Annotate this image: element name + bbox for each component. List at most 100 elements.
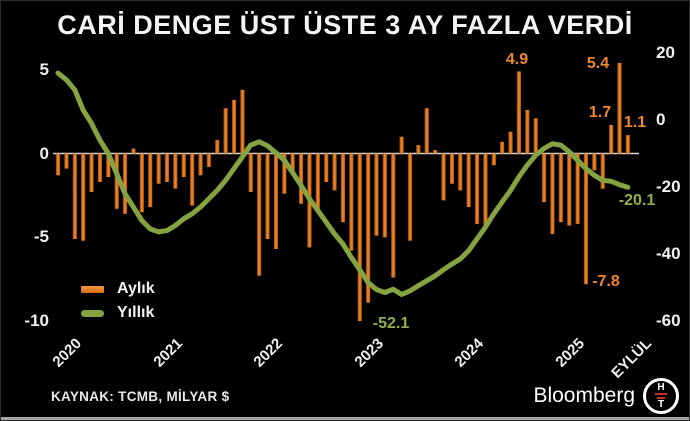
monthly-bar: [315, 153, 320, 213]
monthly-bar: [617, 63, 622, 154]
monthly-bar: [466, 153, 471, 208]
monthly-bar: [558, 153, 563, 223]
monthly-bar: [609, 125, 614, 154]
bloomberg-wordmark: Bloomberg: [533, 384, 635, 407]
monthly-bar: [433, 150, 438, 154]
monthly-bar: [223, 108, 228, 154]
value-annotation: 1.1: [623, 114, 647, 131]
monthly-bar: [55, 153, 61, 176]
legend-label-monthly: Aylık: [117, 280, 155, 297]
ht-monogram-icon: H T: [643, 378, 679, 414]
value-annotation: -52.1: [372, 315, 410, 332]
monthly-bar: [575, 153, 580, 224]
monthly-bar: [349, 153, 354, 251]
monthly-bar: [324, 153, 329, 182]
legend: Aylık Yıllık: [81, 277, 155, 325]
monthly-bar: [89, 153, 94, 192]
monthly-bar: [424, 108, 429, 154]
monthly-bar: [357, 153, 362, 322]
monthly-bar: [122, 153, 128, 214]
right-axis-tick: 0: [656, 110, 666, 129]
monthly-bar: [500, 141, 505, 154]
monthly-bar: [541, 153, 547, 203]
monthly-bar: [231, 99, 237, 154]
monthly-bar: [374, 153, 379, 236]
monthly-bar: [198, 153, 203, 176]
monthly-bar: [156, 153, 161, 184]
source-note: KAYNAK: TCMB, MİLYAR $: [51, 389, 230, 404]
monthly-bar: [97, 153, 102, 182]
monthly-bar: [332, 153, 337, 191]
monthly-bar: [533, 118, 538, 154]
monthly-bar: [114, 153, 119, 209]
monthly-bar: [248, 153, 253, 192]
monthly-bar: [516, 71, 521, 154]
monthly-bar: [366, 153, 371, 303]
monthly-bar: [190, 153, 195, 206]
monthly-bar: [181, 153, 186, 177]
monthly-bar: [72, 153, 77, 239]
value-annotation: 5.4: [586, 55, 610, 72]
monthly-bar: [282, 153, 287, 194]
left-axis-tick: 5: [39, 59, 49, 79]
left-axis-tick: 0: [39, 143, 49, 163]
legend-item-yearly: Yıllık: [81, 301, 155, 325]
value-annotation: -7.8: [592, 273, 620, 290]
monthly-bar: [240, 89, 245, 154]
monthly-bar: [164, 153, 169, 182]
monthly-bar: [391, 153, 396, 278]
monthly-bar: [441, 153, 446, 201]
bloomberg-ht-logo: Bloomberg H T: [533, 378, 679, 414]
value-annotation: -20.1: [618, 192, 656, 209]
monthly-bar: [64, 153, 69, 169]
monthly-series-swatch-icon: [81, 285, 104, 293]
monthly-bar: [139, 153, 144, 213]
monthly-bar: [206, 153, 211, 167]
monthly-bar: [449, 153, 454, 184]
chart-title: CARİ DENGE ÜST ÜSTE 3 AY FAZLA VERDİ: [57, 10, 633, 40]
monthly-bar: [399, 136, 404, 154]
monthly-bar: [416, 145, 421, 154]
monthly-bar: [106, 153, 111, 177]
monthly-bar: [491, 153, 496, 166]
monthly-bar: [625, 135, 630, 154]
monthly-bar: [298, 153, 304, 204]
monthly-bar: [382, 153, 387, 238]
monthly-bar: [290, 153, 295, 174]
monthly-bar: [215, 140, 220, 154]
monthly-bar: [131, 148, 136, 154]
monthly-bar: [273, 153, 278, 249]
monthly-bar: [265, 153, 270, 239]
right-axis-tick: -40: [656, 244, 681, 263]
monthly-bar: [458, 153, 463, 191]
right-axis-tick: 20: [656, 43, 675, 62]
monthly-bar: [81, 153, 86, 241]
monthly-bar: [474, 153, 480, 224]
yearly-line: [55, 70, 631, 297]
right-axis-tick: -20: [656, 177, 681, 196]
monthly-bar: [600, 153, 605, 189]
monthly-bar: [407, 153, 413, 241]
yearly-series-swatch-icon: [81, 309, 104, 317]
value-annotation: 4.9: [505, 51, 529, 68]
monthly-bar: [508, 131, 513, 154]
monthly-bar: [148, 153, 153, 208]
monthly-bar: [257, 153, 262, 276]
legend-label-yearly: Yıllık: [117, 304, 155, 321]
monthly-bar: [340, 153, 345, 223]
monthly-bar: [583, 153, 588, 285]
monthly-bar: [567, 153, 572, 226]
left-axis-tick: -5: [33, 227, 49, 247]
monthly-bar: [550, 153, 555, 234]
monthly-bar: [592, 153, 597, 171]
monthly-bar: [173, 153, 178, 189]
value-annotation: 1.7: [588, 104, 612, 121]
monthly-bar: [483, 153, 488, 228]
legend-item-monthly: Aylık: [81, 277, 155, 301]
left-axis-tick: -10: [24, 311, 49, 331]
monthly-bar: [525, 109, 530, 154]
window-bottom-edge: [1, 417, 689, 420]
right-axis-tick: -60: [656, 311, 681, 330]
